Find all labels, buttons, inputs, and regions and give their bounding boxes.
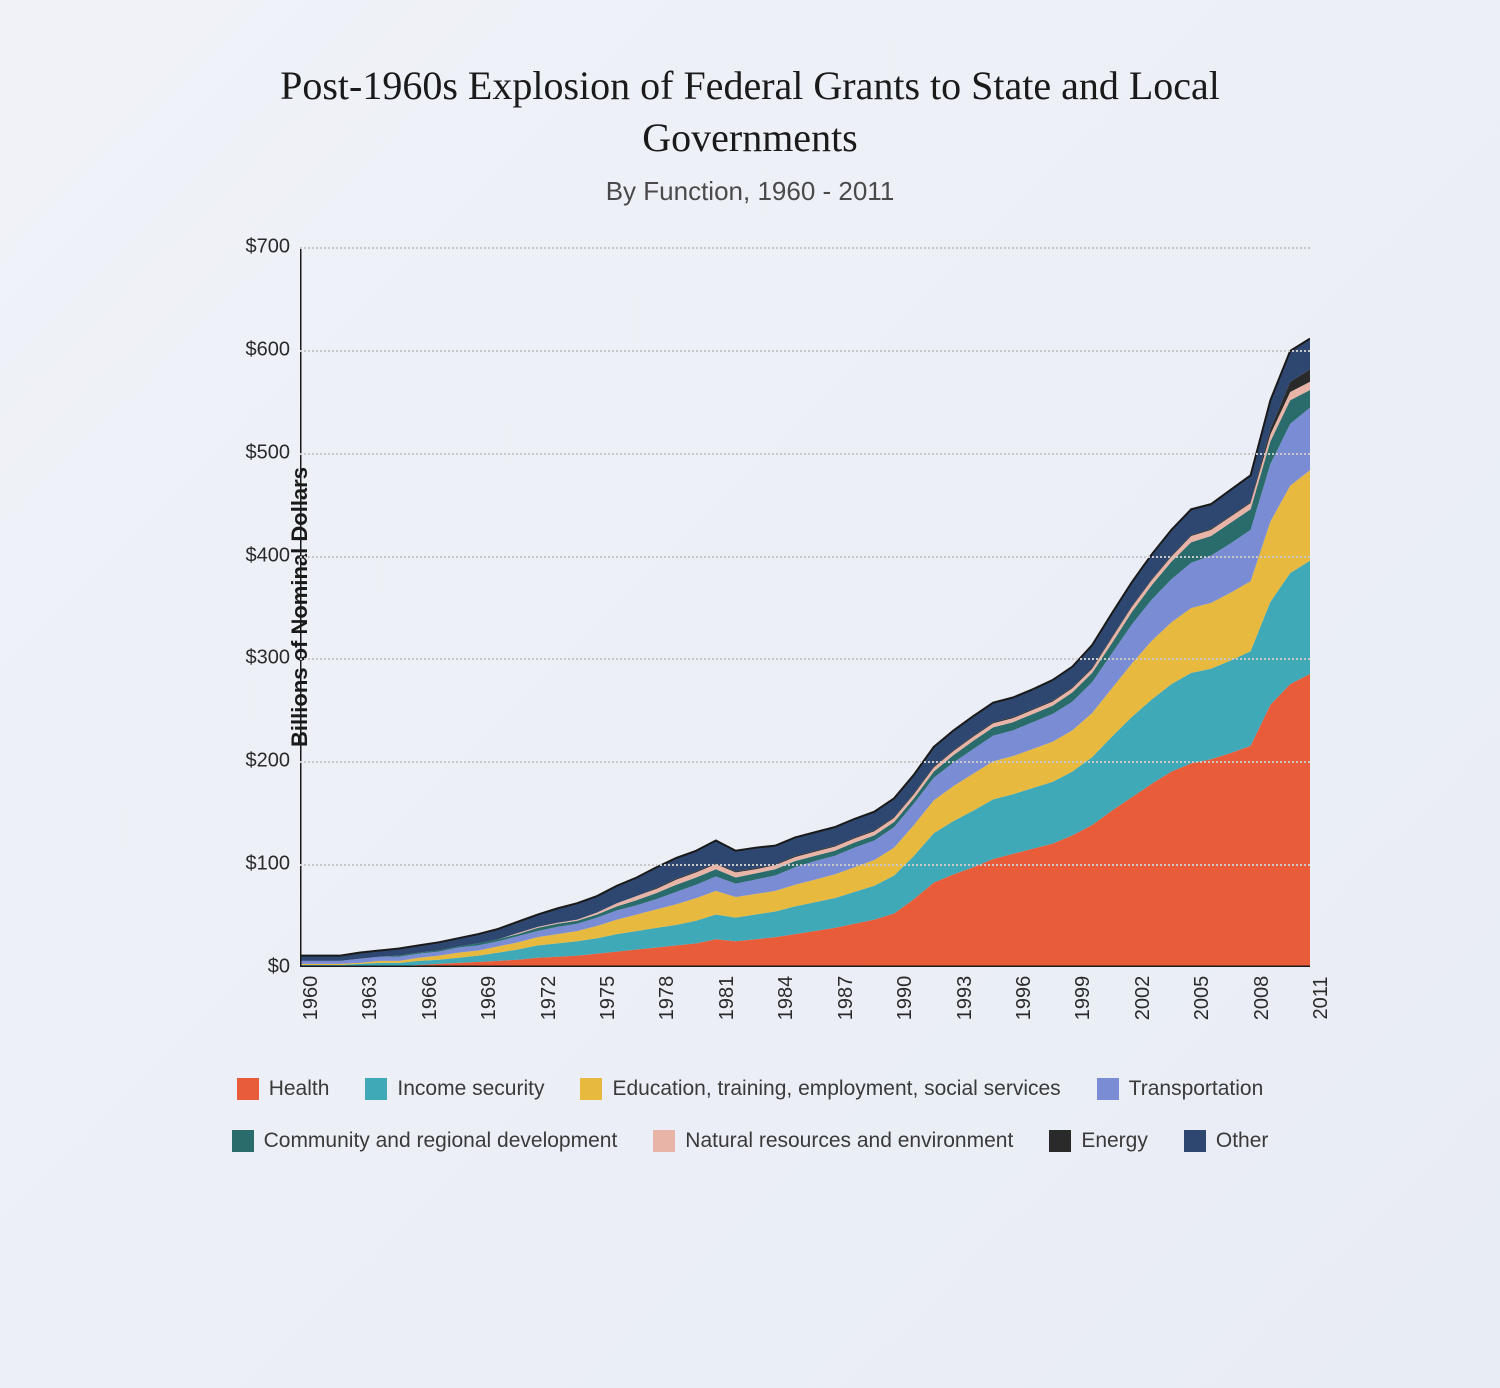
- legend-label: Other: [1216, 1129, 1269, 1153]
- legend-item: Community and regional development: [232, 1129, 618, 1153]
- x-tick-label: 1966: [419, 976, 442, 1021]
- legend-label: Health: [269, 1077, 330, 1101]
- legend-label: Community and regional development: [264, 1129, 618, 1153]
- legend-swatch: [237, 1078, 259, 1100]
- legend-item: Education, training, employment, social …: [580, 1077, 1060, 1101]
- x-tick-label: 2011: [1310, 976, 1333, 1019]
- legend-label: Natural resources and environment: [685, 1129, 1013, 1153]
- x-tick-label: 1960: [300, 976, 323, 1021]
- x-tick-label: 2002: [1132, 976, 1155, 1021]
- gridline: [300, 658, 1310, 660]
- chart-container: Post-1960s Explosion of Federal Grants t…: [90, 60, 1410, 1328]
- gridline: [300, 247, 1310, 249]
- x-tick-label: 1996: [1013, 976, 1036, 1021]
- y-tick-label: $500: [210, 441, 290, 464]
- legend-swatch: [653, 1130, 675, 1152]
- legend-label: Education, training, employment, social …: [612, 1077, 1060, 1101]
- x-tick-label: 1990: [894, 976, 917, 1021]
- legend-item: Other: [1184, 1129, 1269, 1153]
- legend-swatch: [1184, 1130, 1206, 1152]
- y-tick-label: $100: [210, 853, 290, 876]
- x-tick-label: 1963: [359, 976, 382, 1021]
- legend-swatch: [1097, 1078, 1119, 1100]
- legend-label: Energy: [1081, 1129, 1148, 1153]
- y-tick-label: $400: [210, 544, 290, 567]
- legend-item: Energy: [1049, 1129, 1148, 1153]
- x-tick-label: 1999: [1072, 976, 1095, 1021]
- legend-label: Transportation: [1129, 1077, 1264, 1101]
- gridline: [300, 453, 1310, 455]
- legend-item: Income security: [365, 1077, 544, 1101]
- x-tick-label: 2005: [1191, 976, 1214, 1021]
- y-tick-label: $700: [210, 236, 290, 259]
- legend: Health Income security Education, training…: [200, 1077, 1300, 1153]
- chart-subtitle: By Function, 1960 - 2011: [606, 176, 895, 207]
- legend-swatch: [365, 1078, 387, 1100]
- plot-wrap: Billions of Nominal Dollars $0$100$200$3…: [190, 247, 1310, 967]
- x-tick-label: 1987: [835, 976, 858, 1021]
- stacked-area-chart: [300, 247, 1310, 967]
- legend-swatch: [232, 1130, 254, 1152]
- x-tick-label: 1993: [954, 976, 977, 1021]
- chart-title: Post-1960s Explosion of Federal Grants t…: [250, 60, 1250, 164]
- y-tick-label: $0: [210, 956, 290, 979]
- gridline: [300, 350, 1310, 352]
- legend-swatch: [580, 1078, 602, 1100]
- legend-swatch: [1049, 1130, 1071, 1152]
- y-tick-label: $200: [210, 750, 290, 773]
- x-tick-label: 1975: [597, 976, 620, 1021]
- legend-item: Transportation: [1097, 1077, 1264, 1101]
- gridline: [300, 556, 1310, 558]
- gridline: [300, 864, 1310, 866]
- x-tick-label: 1981: [716, 976, 739, 1021]
- x-tick-label: 1978: [656, 976, 679, 1021]
- y-tick-label: $300: [210, 647, 290, 670]
- legend-item: Health: [237, 1077, 330, 1101]
- legend-item: Natural resources and environment: [653, 1129, 1013, 1153]
- x-tick-label: 1969: [478, 976, 501, 1021]
- gridline: [300, 761, 1310, 763]
- x-tick-label: 1984: [775, 976, 798, 1021]
- y-tick-label: $600: [210, 338, 290, 361]
- x-tick-label: 1972: [538, 976, 561, 1021]
- x-tick-label: 2008: [1251, 976, 1274, 1021]
- plot-area: $0$100$200$300$400$500$600$7001960196319…: [300, 247, 1310, 967]
- legend-label: Income security: [397, 1077, 544, 1101]
